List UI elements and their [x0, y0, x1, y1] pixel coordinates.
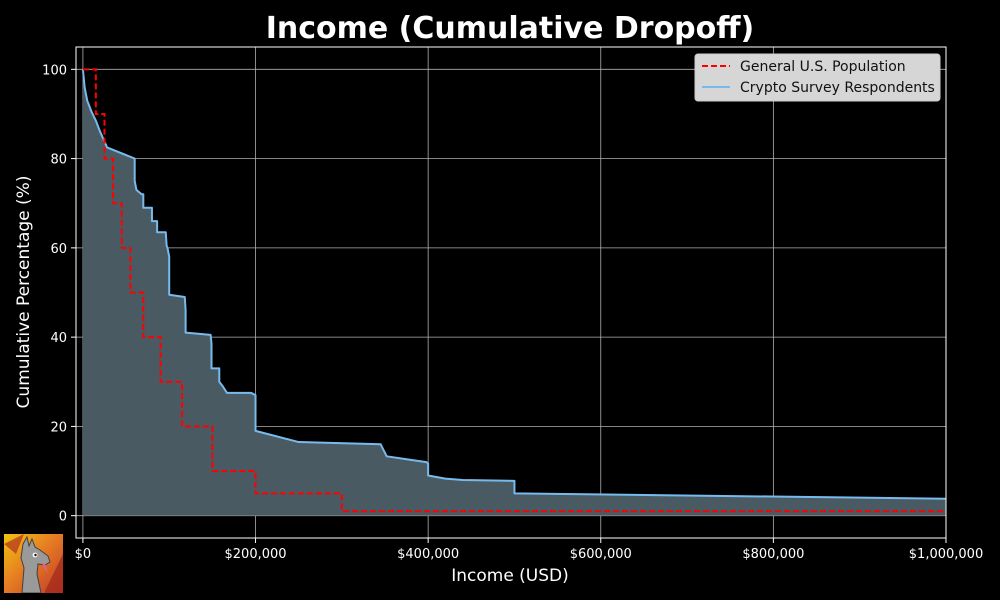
- x-tick-label: $0: [75, 547, 92, 562]
- x-axis-label: Income (USD): [451, 566, 569, 586]
- legend: General U.S. Population Crypto Survey Res…: [694, 53, 941, 102]
- y-tick-label: 20: [50, 420, 67, 435]
- y-tick-label: 80: [50, 153, 67, 168]
- chart-title: Income (Cumulative Dropoff): [266, 11, 755, 46]
- y-tick-label: 0: [59, 510, 67, 525]
- y-tick-label: 40: [50, 331, 67, 346]
- crypto-series-line: [81, 69, 947, 500]
- x-tick-label: $800,000: [742, 547, 804, 562]
- llama-avatar-icon: [4, 534, 63, 593]
- y-tick-label: 60: [50, 242, 67, 257]
- x-tick-label: $400,000: [397, 547, 459, 562]
- x-tick-label: $600,000: [570, 547, 632, 562]
- y-axis-label: Cumulative Percentage (%): [14, 176, 34, 409]
- population-series-line: [82, 68, 946, 513]
- legend-label-population: General U.S. Population: [740, 59, 906, 75]
- x-tick-label: $200,000: [225, 547, 287, 562]
- crypto-series-area: [82, 69, 946, 516]
- plot-frame: [75, 46, 947, 539]
- plot-area: $0 $200,000 $400,000 $600,000 $800,000 $1,000…: [42, 46, 983, 562]
- x-tick-label: $1,000,000: [909, 547, 983, 562]
- legend-label-crypto: Crypto Survey Respondents: [740, 80, 935, 96]
- legend-box: [694, 53, 941, 102]
- y-tick-label: 100: [42, 63, 67, 78]
